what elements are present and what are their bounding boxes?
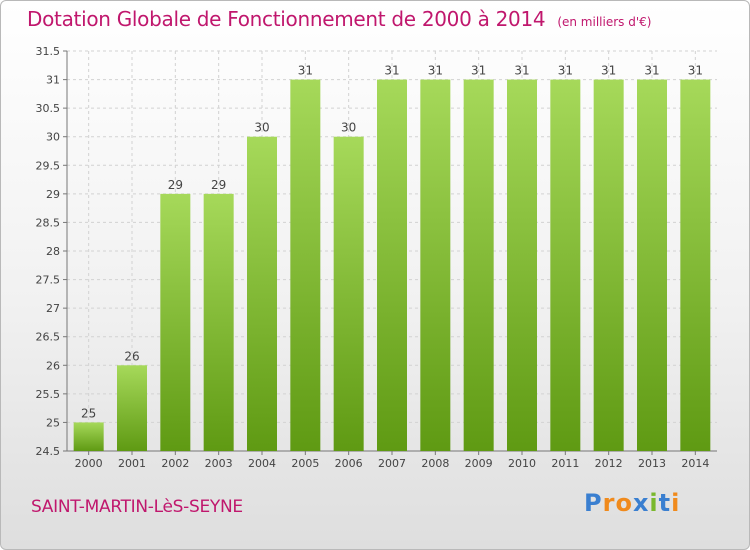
data-label-layer: 25 26 29 29 30 31 30 31 31 31 31 31 31 31 31 xyxy=(81,64,703,421)
x-tick-label: 2008 xyxy=(421,457,449,470)
data-label: 31 xyxy=(514,64,529,78)
logo-letter: r xyxy=(602,489,616,517)
chart-subtitle: (en milliers d'€) xyxy=(557,15,652,29)
bar-layer xyxy=(73,79,711,452)
data-label: 31 xyxy=(601,64,616,78)
bar xyxy=(247,136,277,451)
commune-name: SAINT-MARTIN-LèS-SEYNE xyxy=(31,497,243,517)
x-tick-label: 2005 xyxy=(291,457,319,470)
data-label: 30 xyxy=(341,121,356,135)
bar xyxy=(290,79,321,452)
bar xyxy=(680,79,711,452)
y-tick-label: 26 xyxy=(46,359,60,372)
bar xyxy=(73,422,104,451)
y-tick-label: 30 xyxy=(46,131,60,144)
x-tick-label: 2006 xyxy=(335,457,363,470)
y-tick-label: 29.5 xyxy=(36,159,61,172)
data-label: 26 xyxy=(124,349,139,363)
data-label: 31 xyxy=(688,64,703,78)
y-tick-label: 31 xyxy=(46,74,60,87)
logo-letter: x xyxy=(632,489,650,517)
data-label: 31 xyxy=(298,64,313,78)
y-tick-label: 27.5 xyxy=(36,274,61,287)
x-tick-label: 2013 xyxy=(638,457,666,470)
bar xyxy=(593,79,624,452)
bar xyxy=(507,79,537,452)
y-tick-label: 26.5 xyxy=(36,331,61,344)
x-tick-label: 2003 xyxy=(205,457,233,470)
axis-layer: 24.5 25 25.5 26 26.5 27 27.5 28 28.5 29 29.5 30 30.5… xyxy=(36,45,717,470)
x-tick-label: 2004 xyxy=(248,457,276,470)
x-tick-label: 2009 xyxy=(465,457,493,470)
y-tick-label: 29 xyxy=(46,188,60,201)
x-tick-label: 2001 xyxy=(118,457,146,470)
data-label: 31 xyxy=(558,64,573,78)
data-label: 30 xyxy=(254,121,269,135)
y-tick-label: 27 xyxy=(46,302,60,315)
x-tick-label: 2010 xyxy=(508,457,536,470)
data-label: 31 xyxy=(644,64,659,78)
x-tick-label: 2014 xyxy=(681,457,709,470)
logo-letter: P xyxy=(584,489,603,517)
logo-letter: i xyxy=(671,489,681,517)
x-tick-label: 2000 xyxy=(75,457,103,470)
bar xyxy=(637,79,667,452)
logo-letter: i xyxy=(649,489,659,517)
proxiti-logo: Proxiti xyxy=(584,489,680,517)
x-tick-label: 2007 xyxy=(378,457,406,470)
y-tick-label: 28 xyxy=(46,245,60,258)
data-label: 29 xyxy=(211,178,226,192)
data-label: 31 xyxy=(471,64,486,78)
y-tick-label: 28.5 xyxy=(36,216,61,229)
bar xyxy=(420,79,451,452)
bar xyxy=(117,365,147,451)
chart-title: Dotation Globale de Fonctionnement de 20… xyxy=(27,7,546,31)
y-tick-label: 25 xyxy=(46,416,60,429)
x-tick-label: 2011 xyxy=(551,457,579,470)
bar xyxy=(160,193,191,451)
bar xyxy=(463,79,494,452)
bar xyxy=(377,79,407,452)
data-label: 29 xyxy=(168,178,183,192)
bar xyxy=(333,136,364,451)
data-label: 31 xyxy=(384,64,399,78)
logo-letter: o xyxy=(615,489,633,517)
y-tick-label: 31.5 xyxy=(36,45,61,58)
bar xyxy=(203,193,234,451)
x-tick-label: 2012 xyxy=(595,457,623,470)
title-line: Dotation Globale de Fonctionnement de 20… xyxy=(27,7,651,31)
x-tick-label: 2002 xyxy=(161,457,189,470)
y-tick-label: 25.5 xyxy=(36,388,61,401)
data-label: 25 xyxy=(81,406,96,420)
y-tick-label: 30.5 xyxy=(36,102,61,115)
logo-letter: t xyxy=(658,489,672,517)
data-label: 31 xyxy=(428,64,443,78)
y-tick-label: 24.5 xyxy=(36,445,61,458)
bar xyxy=(550,79,581,452)
